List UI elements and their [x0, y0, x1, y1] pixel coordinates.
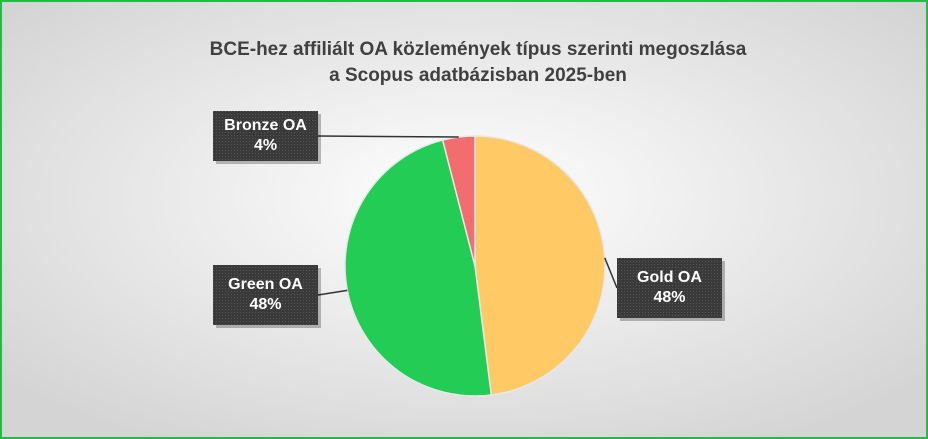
data-label-name: Gold OA — [637, 269, 702, 286]
data-label-box — [213, 111, 318, 161]
data-label-name: Green OA — [228, 276, 303, 293]
data-label-name: Bronze OA — [224, 117, 307, 134]
leader-line — [604, 257, 618, 289]
leader-line — [317, 289, 348, 296]
data-label-value: 48% — [249, 296, 281, 313]
leader-line — [317, 135, 459, 138]
data-label-value: 48% — [653, 289, 685, 306]
data-label-value: 4% — [254, 137, 277, 154]
chart-title: BCE-hez affiliált OA közlemények típus s… — [210, 39, 747, 60]
data-label-box — [213, 265, 318, 325]
data-label-box — [617, 258, 722, 318]
chart-title: a Scopus adatbázisban 2025-ben — [329, 65, 627, 86]
